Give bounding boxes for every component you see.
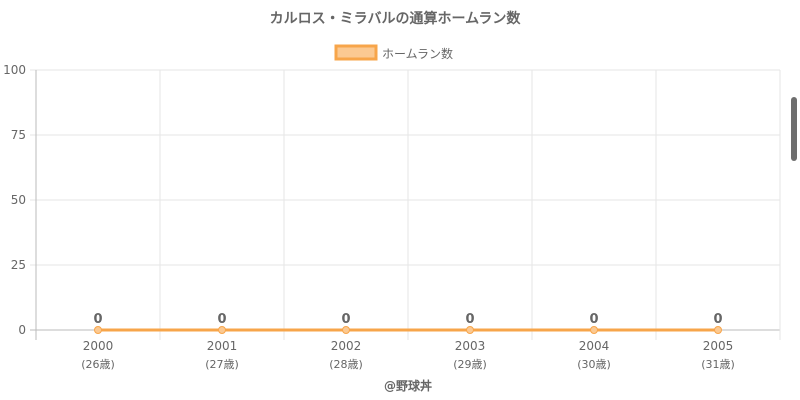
x-tick-label: 2002 [331,339,362,353]
y-axis: 0 25 50 75 100 [3,63,26,337]
data-label: 0 [93,312,102,327]
x-tick-sublabel: (30歳) [577,358,611,371]
y-tick-label: 50 [11,193,26,207]
x-tick-sublabel: (28歳) [329,358,363,371]
data-point [218,326,226,334]
footer-credit: @野球丼 [384,378,432,393]
chart-title: カルロス・ミラバルの通算ホームラン数 [270,10,522,27]
data-label: 0 [217,312,226,327]
data-label: 0 [465,312,474,327]
x-tick-sublabel: (29歳) [453,358,487,371]
x-tick-label: 2000 [83,339,114,353]
x-tick-label: 2004 [579,339,610,353]
x-tick-label: 2003 [455,339,486,353]
y-tick-label: 75 [11,128,26,142]
data-point [714,326,722,334]
y-tick-label: 100 [3,63,26,77]
legend: ホームラン数 [334,44,453,61]
y-tick-label: 25 [11,258,26,272]
data-point [342,326,350,334]
data-point [590,326,598,334]
x-tick-sublabel: (27歳) [205,358,239,371]
data-point [466,326,474,334]
grid [30,69,781,340]
data-labels: 0 0 0 0 0 0 [93,312,722,327]
x-axis: 2000 (26歳) 2001 (27歳) 2002 (28歳) 2003 (29歳) 2004… [81,339,735,371]
data-label: 0 [713,312,722,327]
x-tick-label: 2001 [207,339,238,353]
x-tick-sublabel: (26歳) [81,358,115,371]
data-label: 0 [589,312,598,327]
x-tick-label: 2005 [703,339,734,353]
y-tick-label: 0 [18,323,26,337]
series-homeruns [94,326,722,334]
x-tick-sublabel: (31歳) [701,358,735,371]
legend-swatch [334,44,378,61]
scrollbar-thumb[interactable] [791,97,797,161]
legend-label: ホームラン数 [382,46,453,61]
data-label: 0 [341,312,350,327]
data-point [94,326,102,334]
